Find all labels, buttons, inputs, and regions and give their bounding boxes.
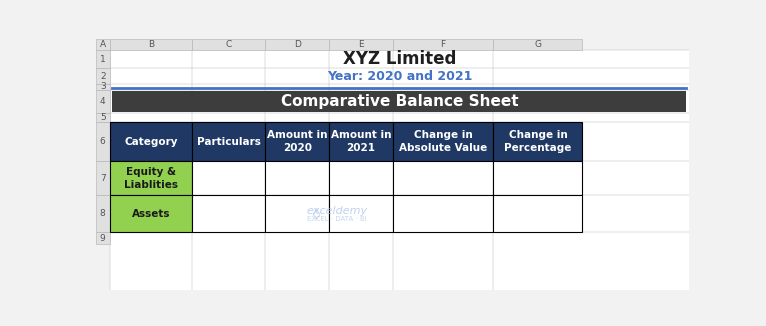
Bar [493, 122, 582, 161]
Text: 8: 8 [100, 209, 106, 218]
Bar [96, 195, 110, 232]
Bar [266, 161, 329, 195]
Text: B: B [148, 40, 154, 49]
Bar [192, 161, 266, 195]
Text: Amount in
2021: Amount in 2021 [331, 130, 391, 153]
Text: 9: 9 [100, 234, 106, 243]
Text: Year: 2020 and 2021: Year: 2020 and 2021 [327, 69, 472, 82]
Text: Amount in
2020: Amount in 2020 [267, 130, 328, 153]
Bar [96, 232, 110, 244]
Text: Particulars: Particulars [197, 137, 260, 146]
Text: D: D [294, 40, 301, 49]
Bar [392, 39, 493, 50]
Text: 6: 6 [100, 137, 106, 146]
Bar [96, 161, 110, 195]
Text: XYZ Limited: XYZ Limited [343, 50, 457, 68]
Bar [392, 161, 493, 195]
Bar [96, 122, 110, 161]
Bar [112, 91, 686, 112]
Bar [329, 39, 392, 50]
Bar [392, 122, 493, 161]
Text: G: G [535, 40, 542, 49]
Bar [493, 161, 582, 195]
Text: Assets: Assets [132, 209, 170, 219]
Text: 7: 7 [100, 174, 106, 183]
Bar [192, 39, 266, 50]
Text: 3: 3 [100, 82, 106, 91]
Bar [96, 90, 110, 113]
Bar [266, 195, 329, 232]
Bar [192, 122, 266, 161]
Bar [493, 39, 582, 50]
Bar [96, 113, 110, 122]
Text: A: A [100, 40, 106, 49]
Text: E: E [358, 40, 364, 49]
Bar [110, 161, 192, 195]
Text: Comparative Balance Sheet: Comparative Balance Sheet [280, 94, 519, 109]
Text: 4: 4 [100, 97, 106, 106]
Bar [96, 50, 110, 68]
Bar [110, 122, 192, 161]
Bar [329, 195, 392, 232]
Text: 1: 1 [100, 55, 106, 64]
Bar [392, 195, 493, 232]
Bar [110, 39, 192, 50]
Text: Equity &
Liablities: Equity & Liablities [124, 167, 178, 190]
Text: 5: 5 [100, 113, 106, 122]
Bar [110, 195, 192, 232]
Text: Category: Category [124, 137, 178, 146]
Bar [192, 195, 266, 232]
Text: EXCEL · DATA · BI: EXCEL · DATA · BI [307, 216, 367, 222]
Bar [266, 39, 329, 50]
Text: 2: 2 [100, 72, 106, 81]
Bar [96, 84, 110, 90]
Text: C: C [225, 40, 232, 49]
Bar [493, 195, 582, 232]
Text: F: F [440, 40, 446, 49]
Bar [329, 161, 392, 195]
Bar [96, 68, 110, 84]
Bar [329, 122, 392, 161]
Bar [96, 39, 110, 50]
Bar [266, 122, 329, 161]
Text: Change in
Percentage: Change in Percentage [504, 130, 571, 153]
Text: Change in
Absolute Value: Change in Absolute Value [399, 130, 487, 153]
Text: exceldemy: exceldemy [306, 206, 368, 216]
